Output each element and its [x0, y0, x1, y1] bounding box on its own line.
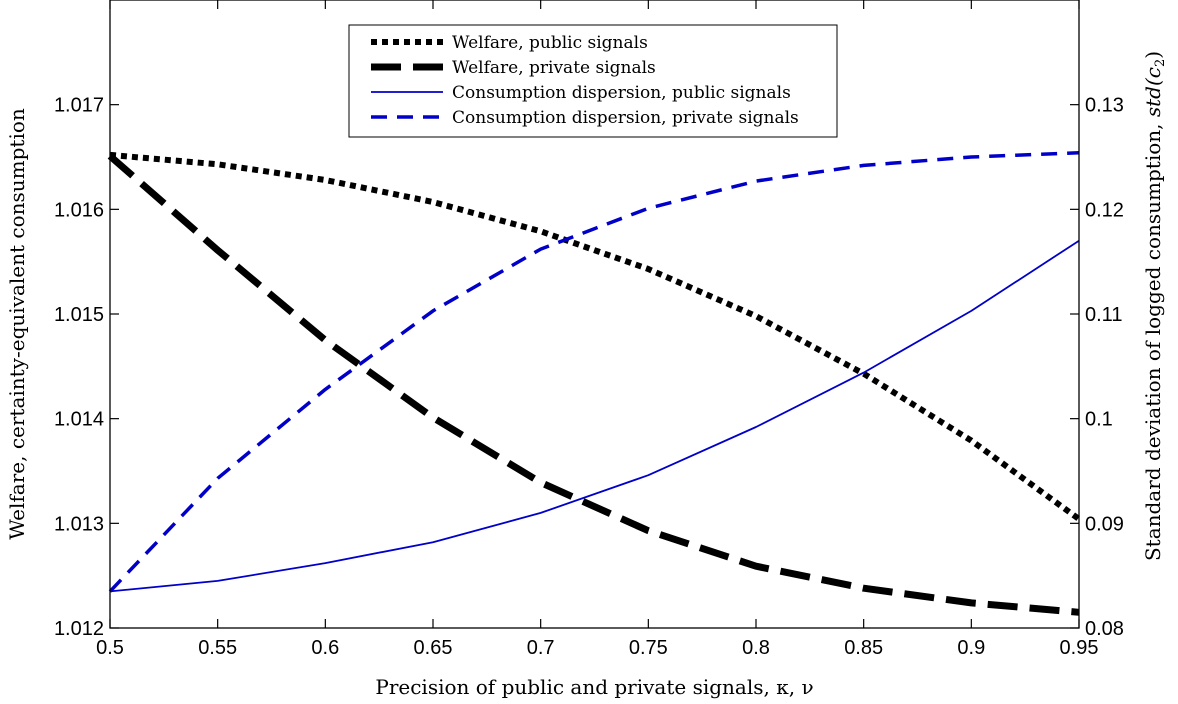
- y-right-tick-label: 0.11: [1085, 304, 1122, 326]
- legend: Welfare, public signals Welfare, private …: [348, 24, 838, 138]
- y-right-tick-label: 0.13: [1085, 95, 1124, 117]
- y-left-tick-label: 1.015: [54, 304, 104, 326]
- y-right-tick-label: 0.1: [1085, 409, 1113, 431]
- legend-items: Welfare, public signals Welfare, private …: [371, 33, 799, 128]
- series-line-3: [109, 239, 1080, 593]
- x-tick-label: 0.55: [198, 637, 237, 659]
- legend-item-1: Welfare, public signals: [371, 33, 648, 53]
- legend-label: Welfare, public signals: [452, 33, 648, 53]
- legend-item-2: Welfare, private signals: [371, 58, 656, 78]
- y-left-tick-label: 1.017: [54, 95, 104, 117]
- legend-item-4: Consumption dispersion, private signals: [371, 108, 799, 128]
- legend-item-3: Consumption dispersion, public signals: [371, 83, 791, 103]
- legend-label: Consumption dispersion, public signals: [452, 83, 791, 103]
- ticks-layer: 0.5 0.55 0.6 0.65 0.7 0.75 0.8 0.85 0.9 0.95 1.012…: [54, 0, 1124, 659]
- y-right-axis-title: Standard deviation of logged consumption…: [1141, 51, 1168, 561]
- x-axis-title: Precision of public and private signals,…: [375, 675, 813, 699]
- y-right-tick-label: 0.09: [1085, 513, 1124, 535]
- x-tick-label: 0.95: [1060, 637, 1099, 659]
- x-tick-label: 0.75: [629, 637, 668, 659]
- x-tick-label: 0.8: [742, 637, 770, 659]
- x-tick-label: 0.5: [96, 637, 124, 659]
- x-tick-label: 0.9: [957, 637, 985, 659]
- x-tick-label: 0.65: [414, 637, 453, 659]
- y-left-axis-title: Welfare, certainty-equivalent consumptio…: [5, 108, 29, 540]
- y-left-tick-label: 1.012: [54, 618, 104, 640]
- y-right-title-prefix: Standard deviation of logged consumption…: [1141, 117, 1165, 561]
- x-tick-label: 0.7: [527, 637, 555, 659]
- y-right-title-close: ): [1141, 51, 1165, 59]
- series-line-4: [108, 151, 1080, 593]
- series-layer: [107, 151, 1081, 616]
- y-right-tick-label: 0.12: [1085, 199, 1124, 221]
- legend-label: Consumption dispersion, private signals: [452, 108, 799, 128]
- y-right-tick-label: 0.08: [1085, 618, 1124, 640]
- x-tick-label: 0.85: [844, 637, 883, 659]
- y-left-tick-label: 1.014: [54, 409, 104, 431]
- y-left-tick-label: 1.013: [54, 513, 104, 535]
- y-right-title-sub: 2: [1153, 59, 1168, 67]
- legend-label: Welfare, private signals: [452, 58, 656, 78]
- series-line-2: [107, 153, 1080, 616]
- y-right-title-math: std(c: [1141, 67, 1165, 117]
- y-left-tick-label: 1.016: [54, 199, 104, 221]
- series-line-1: [109, 151, 1081, 522]
- x-tick-label: 0.6: [311, 637, 339, 659]
